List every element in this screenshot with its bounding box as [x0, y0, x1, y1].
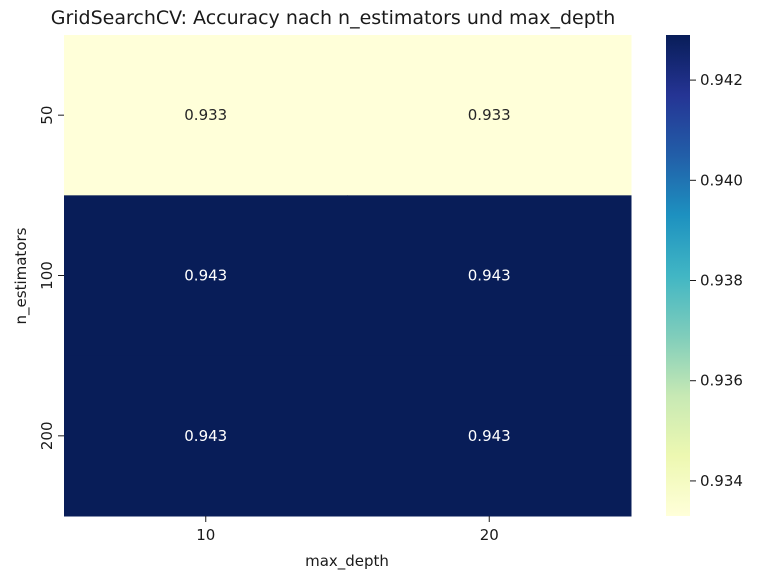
heatmap-cell	[64, 355, 348, 517]
y-tick-label: 100	[38, 261, 56, 290]
heatmap-cell	[64, 195, 348, 357]
chart-title: GridSearchCV: Accuracy nach n_estimators…	[51, 7, 616, 29]
colorbar-tick-label: 0.938	[700, 272, 743, 290]
heatmap-cells: 0.933 0.933 0.943 0.943 0.943 0.943	[64, 35, 632, 517]
y-tick-label: 50	[38, 106, 56, 125]
x-axis-label: max_depth	[305, 552, 389, 571]
colorbar-tick-label: 0.940	[700, 171, 743, 189]
cell-value-label: 0.933	[468, 106, 511, 124]
cell-value-label: 0.943	[468, 267, 511, 285]
colorbar-ticks: 0.934 0.936 0.938 0.940 0.942	[690, 71, 743, 490]
heatmap-cell	[347, 355, 632, 517]
colorbar-tick-label: 0.936	[700, 372, 743, 390]
cell-value-label: 0.943	[184, 427, 227, 445]
cell-value-label: 0.943	[184, 267, 227, 285]
cell-value-label: 0.933	[184, 106, 227, 124]
colorbar-tick-label: 0.934	[700, 472, 743, 490]
heatmap-cell	[64, 35, 348, 196]
x-axis-ticks: 10 20	[196, 516, 499, 544]
colorbar	[666, 35, 690, 516]
heatmap-cell	[347, 35, 632, 196]
x-tick-label: 10	[196, 526, 215, 544]
cell-value-label: 0.943	[468, 427, 511, 445]
colorbar-tick-label: 0.942	[700, 71, 743, 89]
heatmap-cell	[347, 195, 632, 357]
y-axis-label: n_estimators	[12, 227, 31, 324]
x-tick-label: 20	[480, 526, 499, 544]
y-tick-label: 200	[38, 422, 56, 451]
y-axis-ticks: 50 100 200	[38, 106, 64, 451]
